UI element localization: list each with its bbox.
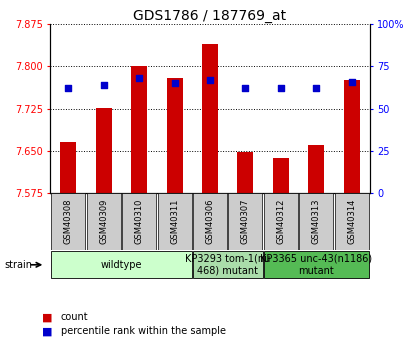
- Point: [278, 86, 284, 91]
- Text: GSM40310: GSM40310: [134, 199, 144, 244]
- Text: KP3293 tom-1(nu
468) mutant: KP3293 tom-1(nu 468) mutant: [185, 254, 270, 276]
- Bar: [228, 193, 262, 250]
- Bar: [335, 193, 369, 250]
- Text: GSM40314: GSM40314: [347, 199, 356, 244]
- Bar: [131, 66, 147, 193]
- Bar: [299, 193, 333, 250]
- Bar: [51, 193, 85, 250]
- Bar: [202, 44, 218, 193]
- Bar: [273, 158, 289, 193]
- Point: [100, 82, 107, 88]
- Point: [313, 86, 320, 91]
- Bar: [193, 193, 227, 250]
- Text: strain: strain: [4, 260, 32, 270]
- Bar: [158, 193, 192, 250]
- Bar: [122, 193, 156, 250]
- Text: wildtype: wildtype: [100, 260, 142, 270]
- Text: GSM40313: GSM40313: [312, 199, 321, 244]
- Title: GDS1786 / 187769_at: GDS1786 / 187769_at: [134, 9, 286, 23]
- Text: GSM40309: GSM40309: [99, 199, 108, 244]
- Text: GSM40312: GSM40312: [276, 199, 286, 244]
- Point: [136, 76, 142, 81]
- Bar: [167, 78, 183, 193]
- Point: [349, 79, 355, 85]
- Point: [65, 86, 71, 91]
- Bar: [193, 251, 263, 278]
- Text: count: count: [61, 313, 89, 322]
- Text: GSM40306: GSM40306: [205, 199, 215, 244]
- Text: percentile rank within the sample: percentile rank within the sample: [61, 326, 226, 336]
- Point: [242, 86, 249, 91]
- Bar: [96, 108, 112, 193]
- Text: ■: ■: [42, 326, 52, 336]
- Point: [171, 80, 178, 86]
- Text: ■: ■: [42, 313, 52, 322]
- Bar: [51, 251, 192, 278]
- Text: GSM40307: GSM40307: [241, 199, 250, 244]
- Bar: [87, 193, 121, 250]
- Bar: [308, 145, 324, 193]
- Bar: [264, 251, 369, 278]
- Bar: [60, 142, 76, 193]
- Bar: [344, 80, 360, 193]
- Text: GSM40308: GSM40308: [64, 199, 73, 244]
- Text: GSM40311: GSM40311: [170, 199, 179, 244]
- Point: [207, 77, 213, 83]
- Bar: [237, 152, 253, 193]
- Bar: [264, 193, 298, 250]
- Text: KP3365 unc-43(n1186)
mutant: KP3365 unc-43(n1186) mutant: [260, 254, 373, 276]
